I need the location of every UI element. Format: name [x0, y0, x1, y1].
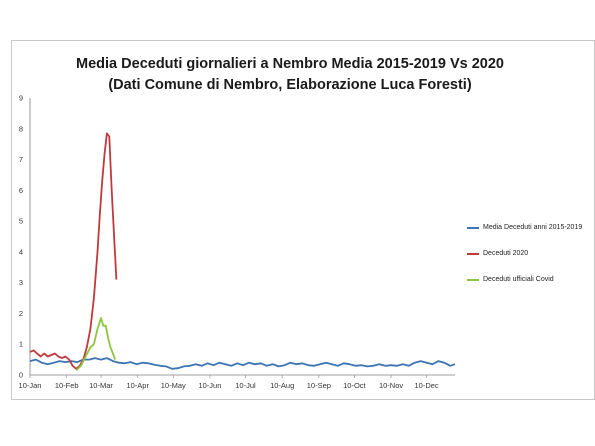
y-tick-label: 9	[19, 94, 23, 103]
y-tick-label: 3	[19, 278, 23, 287]
legend: Media Deceduti anni 2015-2019 Deceduti 20…	[467, 222, 593, 300]
legend-swatch	[467, 253, 479, 255]
legend-item: Deceduti 2020	[467, 248, 593, 261]
legend-item: Deceduti ufficiali Covid	[467, 274, 593, 287]
x-tick-label: 10-Jan	[19, 381, 42, 390]
x-tick-label: 10-May	[161, 381, 186, 390]
y-tick-label: 6	[19, 186, 23, 195]
y-tick-label: 1	[19, 340, 23, 349]
x-tick-label: 10-Jul	[235, 381, 256, 390]
legend-swatch	[467, 279, 479, 281]
x-tick-labels: 10-Jan 10-Feb 10-Mar 10-Apr 10-May 10-Jun 10-J…	[19, 375, 439, 390]
legend-label: Media Deceduti anni 2015-2019	[483, 224, 583, 231]
axes	[29, 98, 455, 376]
x-tick-label: 10-Jun	[198, 381, 221, 390]
series-line-0	[29, 357, 456, 370]
legend-swatch	[467, 227, 479, 229]
x-tick-label: 10-Feb	[55, 381, 79, 390]
y-tick-label: 0	[19, 371, 23, 380]
x-tick-label: 10-Oct	[343, 381, 366, 390]
legend-label: Deceduti ufficiali Covid	[483, 276, 554, 283]
y-tick-label: 5	[19, 217, 23, 226]
chart-subtitle: (Dati Comune di Nembro, Elaborazione Luc…	[108, 77, 472, 93]
series-line-1	[29, 132, 118, 370]
series-lines	[29, 132, 456, 372]
y-tick-label: 8	[19, 124, 23, 133]
legend-label: Deceduti 2020	[483, 250, 529, 257]
x-tick-label: 10-Dec	[414, 381, 438, 390]
y-tick-label: 4	[19, 247, 23, 256]
legend-item: Media Deceduti anni 2015-2019	[467, 222, 593, 235]
series-line-2	[75, 317, 117, 372]
chart-title: Media Deceduti giornalieri a Nembro Medi…	[76, 56, 504, 72]
y-tick-label: 2	[19, 309, 23, 318]
x-tick-label: 10-Nov	[379, 381, 403, 390]
x-tick-label: 10-Sep	[307, 381, 331, 390]
y-tick-labels: 0 1 2 3 4 5 6 7 8 9	[19, 94, 23, 380]
x-tick-label: 10-Aug	[270, 381, 294, 390]
x-tick-label: 10-Mar	[89, 381, 113, 390]
x-tick-label: 10-Apr	[126, 381, 149, 390]
y-tick-label: 7	[19, 155, 23, 164]
